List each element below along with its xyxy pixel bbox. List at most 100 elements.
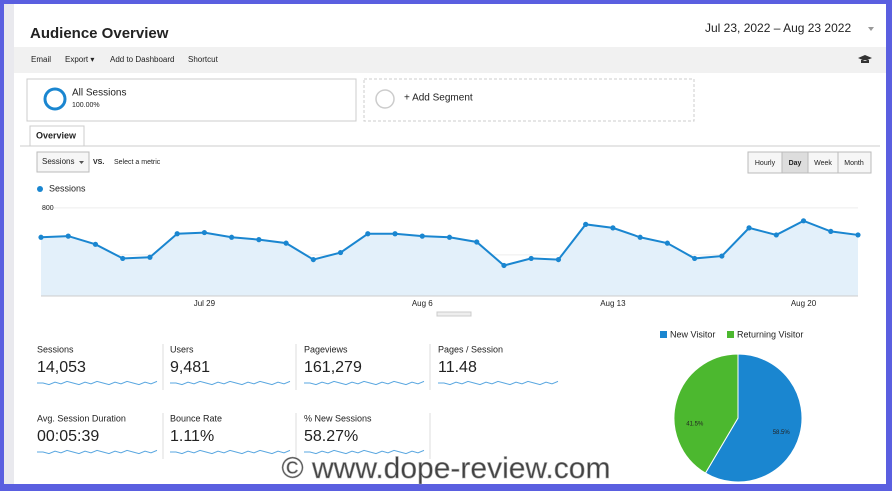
point bbox=[800, 218, 807, 224]
metric-value: 161,279 bbox=[304, 359, 362, 376]
toolbar-item[interactable]: Add to Dashboard bbox=[110, 55, 175, 64]
side-strip bbox=[4, 4, 14, 484]
metric-label: Bounce Rate bbox=[170, 413, 222, 423]
point bbox=[92, 241, 99, 247]
legend-swatch bbox=[727, 331, 734, 338]
date-caret bbox=[868, 27, 874, 31]
cap-icon bbox=[858, 55, 872, 63]
point bbox=[664, 240, 670, 246]
metric-value: 11.48 bbox=[438, 359, 477, 376]
sparkline bbox=[304, 449, 425, 455]
point bbox=[528, 255, 534, 262]
metric-caret bbox=[79, 161, 84, 164]
point bbox=[419, 233, 425, 239]
point bbox=[446, 234, 453, 240]
x-tick-label: Aug 20 bbox=[791, 299, 817, 308]
point bbox=[855, 232, 861, 238]
legend-label: Sessions bbox=[49, 183, 86, 193]
metric-value: 1.11% bbox=[170, 428, 214, 445]
tab[interactable] bbox=[29, 125, 85, 147]
sparkline bbox=[37, 380, 158, 386]
point bbox=[310, 256, 316, 263]
point bbox=[555, 256, 562, 263]
sparkline bbox=[304, 380, 425, 386]
point bbox=[174, 231, 180, 237]
point bbox=[637, 234, 643, 240]
watermark: © www.dope-review.com bbox=[282, 452, 611, 485]
point bbox=[583, 221, 589, 227]
sparkline bbox=[170, 449, 291, 455]
metric-label: Pageviews bbox=[304, 344, 348, 354]
metric-value: 9,481 bbox=[170, 359, 210, 376]
gran-label[interactable]: Day bbox=[789, 160, 802, 167]
legend-dot bbox=[37, 186, 43, 192]
gran-label[interactable]: Month bbox=[844, 160, 864, 167]
select-metric[interactable]: Select a metric bbox=[114, 159, 161, 166]
pie-slice bbox=[673, 353, 739, 474]
point bbox=[65, 233, 71, 239]
pie-label: 58.5% bbox=[773, 430, 791, 436]
point bbox=[229, 234, 235, 240]
point bbox=[38, 234, 44, 240]
metric-label: Avg. Session Duration bbox=[37, 413, 126, 423]
x-tick-label: Aug 6 bbox=[412, 299, 433, 308]
gran-button[interactable] bbox=[837, 151, 872, 174]
point bbox=[283, 240, 289, 246]
metric-select[interactable] bbox=[36, 151, 90, 173]
point bbox=[692, 255, 698, 262]
point bbox=[746, 225, 752, 231]
metric-value: 00:05:39 bbox=[37, 428, 99, 445]
metric-label: Sessions bbox=[37, 344, 74, 354]
x-tick-label: Jul 29 bbox=[194, 299, 216, 308]
segment-name: All Sessions bbox=[72, 88, 126, 99]
legend-label: Returning Visitor bbox=[737, 329, 803, 339]
x-tick-label: Aug 13 bbox=[600, 299, 626, 308]
point bbox=[256, 237, 262, 243]
point bbox=[120, 255, 126, 262]
page-title: Audience Overview bbox=[30, 25, 169, 42]
sparkline bbox=[170, 380, 291, 386]
metric-label: Users bbox=[170, 344, 194, 354]
y-tick-label: 800 bbox=[42, 205, 54, 212]
pie-slice bbox=[704, 353, 803, 483]
point bbox=[610, 225, 616, 231]
granularity: Hourly Day Week Month bbox=[747, 151, 872, 174]
point bbox=[474, 239, 480, 245]
metric-name: Sessions bbox=[42, 157, 74, 166]
point bbox=[773, 232, 779, 238]
point bbox=[392, 231, 398, 237]
metric-label: Pages / Session bbox=[438, 344, 503, 354]
segment-share: 100.00% bbox=[72, 102, 100, 109]
date-range[interactable]: Jul 23, 2022 – Aug 23 2022 bbox=[705, 21, 851, 35]
point bbox=[828, 228, 834, 235]
toolbar-item[interactable]: Export ▾ bbox=[65, 55, 94, 64]
resize-handle bbox=[436, 311, 472, 317]
add-segment[interactable]: + Add Segment bbox=[404, 93, 473, 104]
segment-box[interactable] bbox=[26, 78, 357, 122]
area-fill bbox=[41, 220, 858, 296]
tab-label[interactable]: Overview bbox=[36, 130, 77, 140]
add-ring bbox=[375, 89, 395, 109]
metric-label: % New Sessions bbox=[304, 413, 372, 423]
toolbar-item[interactable]: Email bbox=[31, 55, 51, 64]
add-segment-box[interactable] bbox=[363, 78, 695, 122]
gran-label[interactable]: Week bbox=[814, 160, 832, 167]
point bbox=[719, 253, 725, 259]
gran-label[interactable]: Hourly bbox=[755, 160, 776, 167]
point bbox=[147, 254, 153, 260]
metric-value: 58.27% bbox=[304, 428, 358, 445]
point bbox=[337, 249, 344, 256]
point bbox=[501, 262, 507, 269]
legend-swatch bbox=[660, 331, 667, 338]
legend-label: New Visitor bbox=[670, 329, 715, 339]
sparkline bbox=[37, 449, 158, 455]
vs-label: VS. bbox=[93, 159, 104, 166]
toolbar-bg bbox=[14, 47, 886, 73]
segment-ring bbox=[43, 87, 67, 111]
sparkline bbox=[438, 380, 559, 386]
pie-label: 41.5% bbox=[686, 421, 704, 427]
toolbar-item[interactable]: Shortcut bbox=[188, 55, 219, 64]
metric-value: 14,053 bbox=[37, 359, 86, 376]
